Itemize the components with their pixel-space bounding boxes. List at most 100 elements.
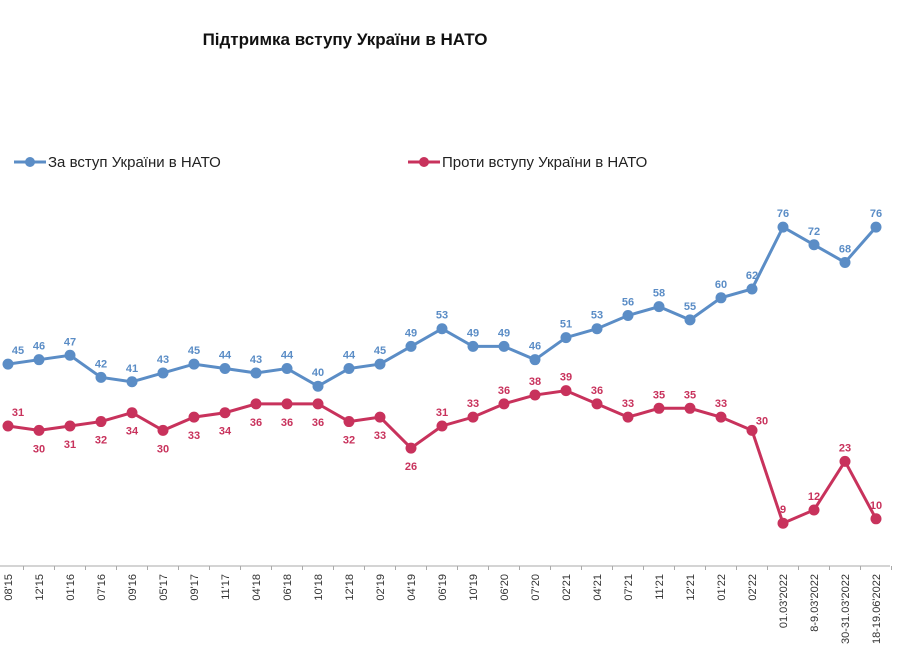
data-point — [33, 354, 45, 366]
x-tick-label: 01'22 — [716, 574, 728, 601]
x-tick-label: 04'21 — [592, 574, 604, 601]
data-point — [529, 389, 541, 401]
data-label: 60 — [715, 279, 727, 291]
data-label: 30 — [157, 443, 169, 455]
x-tick-label: 07'16 — [96, 574, 108, 601]
data-point — [870, 221, 882, 233]
data-point — [188, 358, 200, 370]
data-point — [250, 398, 262, 410]
data-point — [188, 411, 200, 423]
series-line-0 — [7, 224, 878, 388]
data-label: 30 — [756, 415, 768, 427]
x-tick-label: 02'19 — [375, 574, 387, 601]
data-label: 76 — [777, 208, 789, 220]
data-label: 38 — [529, 376, 541, 388]
data-label: 39 — [560, 372, 572, 384]
data-point — [498, 398, 510, 410]
data-label: 31 — [12, 407, 24, 419]
data-point — [64, 349, 76, 361]
data-label: 40 — [312, 367, 324, 379]
data-label: 45 — [12, 345, 24, 357]
data-label: 23 — [839, 442, 851, 454]
data-point — [746, 424, 758, 436]
x-tick-label: 05'17 — [158, 574, 170, 601]
x-tick-label: 11'21 — [654, 574, 666, 600]
data-label: 53 — [436, 310, 448, 322]
data-point — [529, 354, 541, 366]
data-label: 49 — [498, 327, 510, 339]
data-point — [622, 411, 634, 423]
data-label: 42 — [95, 358, 107, 370]
data-label: 31 — [436, 407, 448, 419]
data-label: 33 — [622, 398, 634, 410]
data-label: 32 — [343, 435, 355, 447]
data-label: 43 — [157, 354, 169, 366]
data-point — [2, 358, 14, 370]
data-label: 33 — [715, 398, 727, 410]
legend-marker-support — [25, 157, 35, 167]
x-tick-label: 07'21 — [623, 574, 635, 601]
x-tick-label: 06'20 — [499, 574, 511, 601]
data-label: 62 — [746, 270, 758, 282]
data-label: 10 — [870, 500, 882, 512]
data-label: 49 — [405, 327, 417, 339]
data-point — [157, 367, 169, 379]
x-tick-label: 07'20 — [530, 574, 542, 601]
x-tick-label: 06'19 — [437, 574, 449, 601]
x-tick-label: 12'15 — [34, 574, 46, 601]
data-label: 46 — [529, 341, 541, 353]
data-label: 9 — [780, 504, 786, 516]
data-point — [653, 402, 665, 414]
x-tick-label: 04'18 — [251, 574, 263, 601]
data-label: 31 — [64, 439, 76, 451]
data-point — [343, 416, 355, 428]
data-label: 72 — [808, 226, 820, 238]
data-point — [467, 340, 479, 352]
data-label: 45 — [374, 345, 386, 357]
x-tick-label: 11'17 — [220, 574, 232, 600]
data-point — [405, 340, 417, 352]
data-point — [591, 398, 603, 410]
data-point — [405, 442, 417, 454]
data-point — [746, 283, 758, 295]
data-label: 58 — [653, 288, 665, 300]
x-tick-label: 18-19.06'2022 — [871, 574, 883, 644]
x-tick-label: 30-31.03'2022 — [840, 574, 852, 644]
x-tick-label: 06'18 — [282, 574, 294, 601]
legend-marker-against — [419, 157, 429, 167]
data-label: 12 — [808, 491, 820, 503]
x-tick-label: 10'19 — [468, 574, 480, 601]
data-point — [715, 292, 727, 304]
data-label: 44 — [219, 350, 232, 362]
x-tick-label: 02'22 — [747, 574, 759, 601]
data-label: 36 — [591, 385, 603, 397]
data-point — [653, 301, 665, 313]
data-point — [436, 323, 448, 335]
data-label: 30 — [33, 443, 45, 455]
data-label: 68 — [839, 243, 851, 255]
data-label: 55 — [684, 301, 696, 313]
x-tick-label: 09'16 — [127, 574, 139, 601]
data-label: 51 — [560, 319, 572, 331]
x-tick-label: 01'16 — [65, 574, 77, 601]
data-label: 35 — [684, 389, 696, 401]
data-point — [312, 398, 324, 410]
data-label: 26 — [405, 461, 417, 473]
data-point — [95, 371, 107, 383]
data-point — [95, 416, 107, 428]
x-tick-label: 04'19 — [406, 574, 418, 601]
x-tick-label: 08'15 — [3, 574, 15, 601]
data-point — [343, 363, 355, 375]
data-point — [2, 420, 14, 432]
data-label: 33 — [374, 430, 386, 442]
data-label: 44 — [281, 350, 294, 362]
data-label: 41 — [126, 363, 138, 375]
data-point — [839, 455, 851, 467]
data-label: 34 — [126, 426, 139, 438]
data-point — [374, 411, 386, 423]
data-point — [281, 363, 293, 375]
x-tick-label: 12'18 — [344, 574, 356, 601]
data-point — [777, 517, 789, 529]
data-point — [622, 309, 634, 321]
data-point — [684, 402, 696, 414]
